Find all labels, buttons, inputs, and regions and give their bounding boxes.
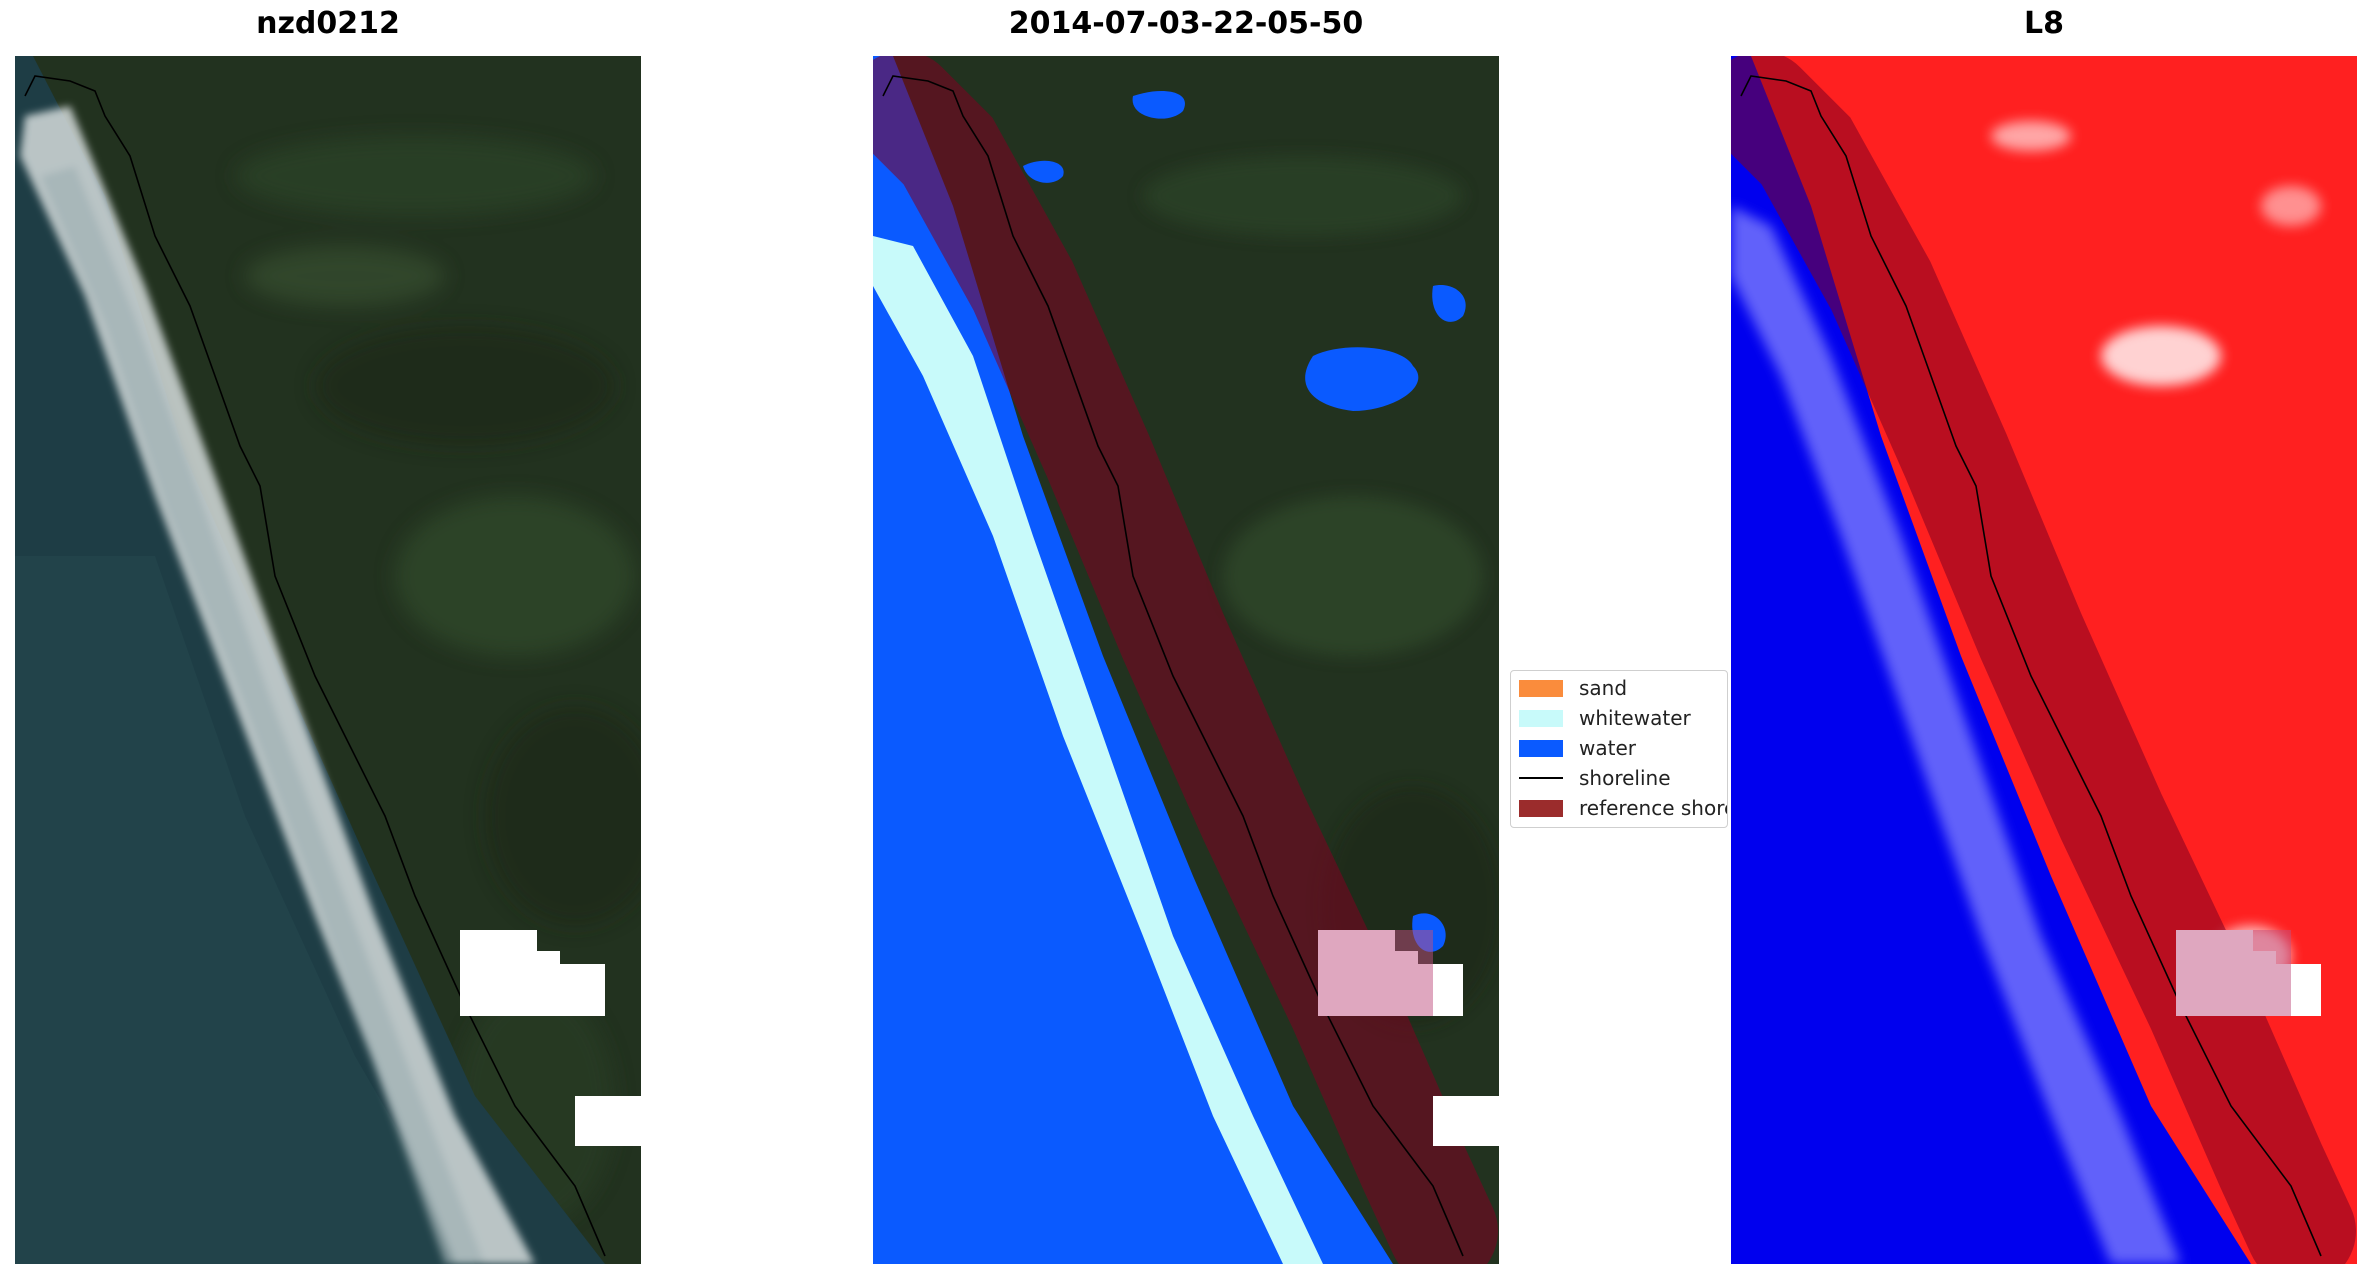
- legend-item-reference-buffer: reference shoreline buffer: [1519, 795, 1727, 821]
- legend-label: reference shoreline buffer: [1579, 796, 1727, 820]
- reference-buffer-swatch: [1519, 799, 1563, 817]
- legend-label: whitewater: [1579, 706, 1691, 730]
- shoreline-swatch: [1519, 777, 1563, 779]
- rgb-satellite-image: [15, 56, 641, 1264]
- classified-image: [873, 56, 1499, 1264]
- panel-title-classified: 2014-07-03-22-05-50: [1008, 6, 1364, 41]
- legend: sand whitewater water shoreline referenc…: [1510, 670, 1728, 828]
- legend-item-water: water: [1519, 735, 1636, 761]
- legend-label: water: [1579, 736, 1636, 760]
- reference-buffer: [873, 56, 1498, 1264]
- sand-swatch: [1519, 679, 1563, 697]
- legend-label: sand: [1579, 676, 1628, 700]
- shoreline-line: [24, 75, 606, 1257]
- legend-label: shoreline: [1579, 766, 1671, 790]
- legend-item-sand: sand: [1519, 675, 1627, 701]
- legend-item-shoreline: shoreline: [1519, 765, 1671, 791]
- water-swatch: [1519, 739, 1563, 757]
- index-map-image: [1731, 56, 2357, 1264]
- whitewater-swatch: [1519, 709, 1563, 727]
- panel-title-rgb: nzd0212: [256, 6, 400, 41]
- panel-title-index: L8: [2024, 6, 2064, 41]
- legend-item-whitewater: whitewater: [1519, 705, 1691, 731]
